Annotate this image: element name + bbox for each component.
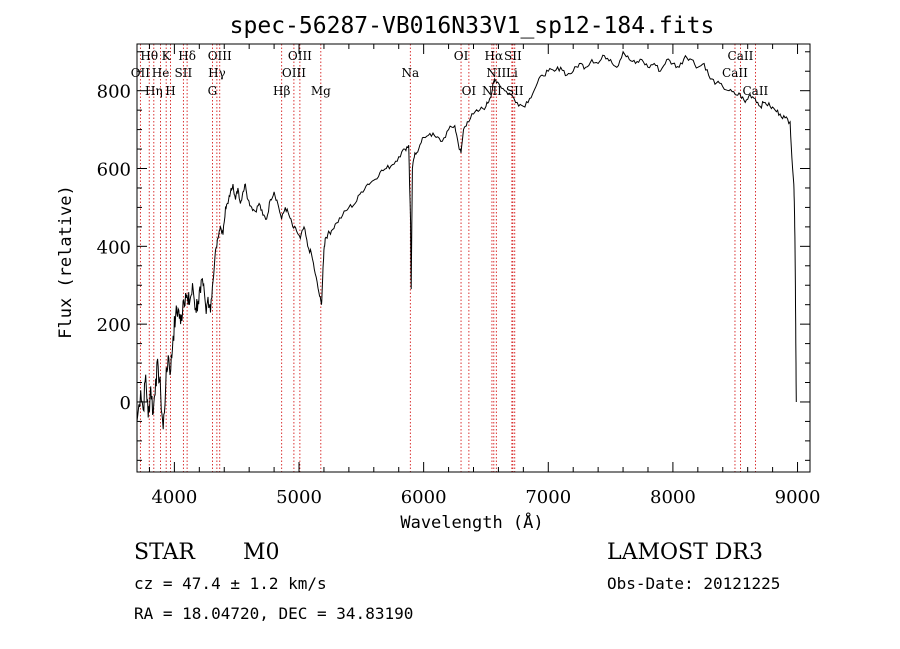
x-tick-label: 7000	[525, 487, 571, 508]
survey-name: LAMOST DR3	[607, 540, 763, 565]
chart-title: spec-56287-VB016N33V1_sp12-184.fits	[230, 13, 715, 39]
plot-frame	[136, 43, 811, 473]
obs-date: Obs-Date: 20121225	[607, 574, 780, 593]
line-marker-label: H	[165, 84, 175, 98]
line-marker-label: He	[152, 66, 170, 80]
y-axis-ticks: 0 200 400 600 800	[97, 51, 810, 461]
line-marker-label: SII	[506, 84, 524, 98]
line-marker-label: CaII	[728, 49, 754, 63]
y-tick-label: 800	[97, 82, 131, 103]
line-marker-label: NII	[486, 66, 506, 80]
spectrum-series-line	[136, 50, 797, 430]
line-marker-label: Hβ	[273, 84, 290, 98]
line-marker-label: OIII	[288, 49, 312, 63]
line-marker-lines	[139, 44, 756, 472]
line-marker-label: Mg	[311, 84, 331, 98]
x-tick-label: 5000	[276, 487, 322, 508]
line-marker-label: Li	[506, 66, 518, 80]
line-marker-label: Hγ	[208, 66, 226, 80]
y-axis-label: Flux (relative)	[56, 185, 76, 339]
line-marker-label: Hη	[145, 84, 163, 98]
line-marker-label: Hθ	[140, 49, 158, 63]
line-marker-label: OIII	[282, 66, 306, 80]
line-marker-label: OIII	[208, 49, 232, 63]
x-axis-ticks: 4000 5000 6000 7000 8000 9000	[148, 44, 821, 508]
coordinates: RA = 18.04720, DEC = 34.83190	[134, 604, 413, 623]
x-tick-label: 8000	[650, 487, 696, 508]
x-axis-label: Wavelength (Å)	[400, 511, 543, 533]
x-tick-label: 4000	[151, 487, 197, 508]
line-marker-label: K	[162, 49, 172, 63]
y-tick-label: 600	[97, 160, 131, 181]
redshift-readout: cz = 47.4 ± 1.2 km/s	[134, 574, 327, 593]
line-marker-label: OII	[131, 66, 151, 80]
line-marker-label: G	[208, 84, 218, 98]
line-marker-label: OI	[454, 49, 469, 63]
line-marker-label: SII	[175, 66, 193, 80]
line-marker-label: SII	[504, 49, 522, 63]
object-class: STAR	[134, 540, 196, 565]
line-marker-label: Hδ	[178, 49, 196, 63]
y-tick-label: 200	[97, 315, 131, 336]
object-subclass: M0	[243, 540, 280, 565]
line-marker-label: Na	[401, 66, 419, 80]
x-tick-label: 9000	[775, 487, 821, 508]
line-marker-label: Hα	[485, 49, 504, 63]
line-marker-label: CaII	[742, 84, 768, 98]
line-marker-label: OI	[462, 84, 477, 98]
y-tick-label: 0	[120, 393, 131, 414]
y-tick-label: 400	[97, 237, 131, 258]
line-marker-label: CaII	[722, 66, 748, 80]
x-tick-label: 6000	[401, 487, 447, 508]
